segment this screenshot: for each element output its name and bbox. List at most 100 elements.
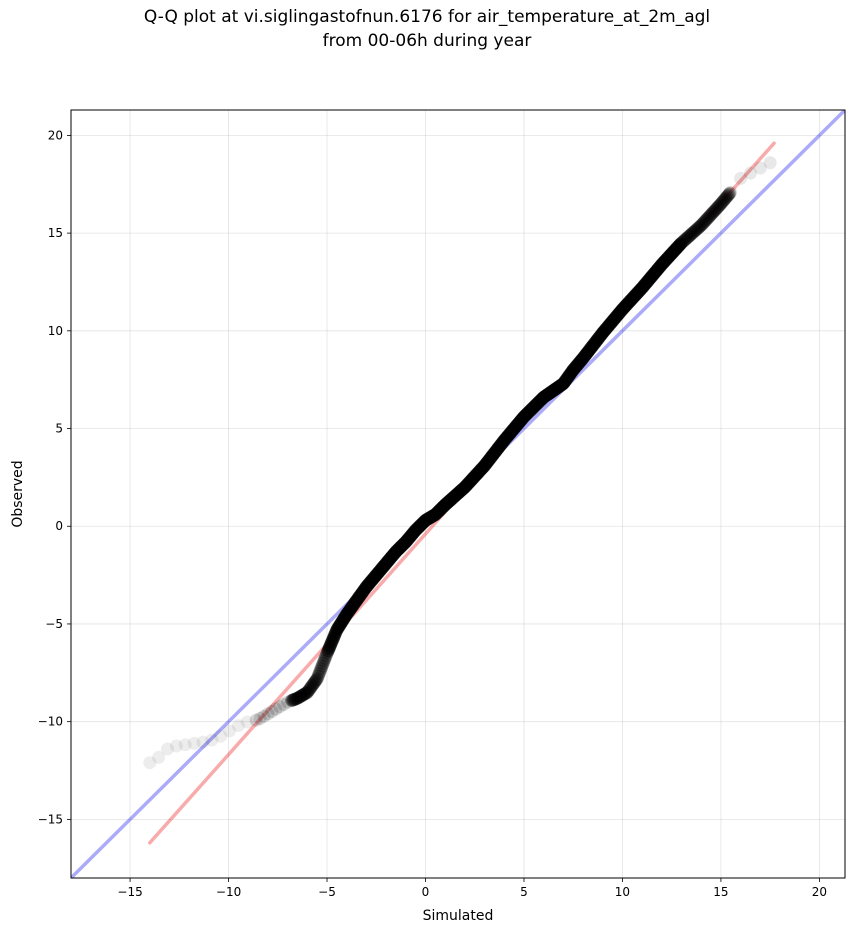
quantile-point xyxy=(697,215,711,229)
x-tick-label: 0 xyxy=(422,885,430,899)
quantile-point xyxy=(723,186,737,200)
quantile-point xyxy=(743,166,757,180)
quantile-point xyxy=(231,719,245,733)
quantile-point xyxy=(687,224,701,238)
quantile-point xyxy=(205,733,219,747)
x-tick-label: 15 xyxy=(713,885,728,899)
quantile-point xyxy=(713,198,727,212)
quantile-point xyxy=(306,677,320,691)
x-tick-label: −5 xyxy=(318,885,336,899)
quantile-point xyxy=(674,237,688,251)
quantile-point xyxy=(301,684,315,698)
quantile-point xyxy=(305,679,319,693)
quantile-point xyxy=(711,200,725,214)
quantile-point xyxy=(695,217,709,231)
x-tick-label: 5 xyxy=(520,885,528,899)
quantile-point xyxy=(169,739,183,753)
quantile-point xyxy=(714,197,728,211)
quantile-point xyxy=(704,208,718,222)
quantile-point xyxy=(308,674,322,688)
quantile-point xyxy=(253,712,267,726)
quantile-point xyxy=(715,196,729,210)
quantile-point xyxy=(297,687,311,701)
x-tick-label: −10 xyxy=(216,885,241,899)
quantile-point xyxy=(693,219,707,233)
quantile-point xyxy=(703,209,717,223)
quantile-point xyxy=(682,229,696,243)
quantile-point xyxy=(309,673,323,687)
quantile-point xyxy=(298,687,312,701)
quantile-point xyxy=(684,227,698,241)
y-tick-label: 20 xyxy=(48,128,63,142)
quantile-point xyxy=(196,735,210,749)
quantile-point xyxy=(718,192,732,206)
quantile-point xyxy=(681,230,695,244)
quantile-point xyxy=(763,156,777,170)
quantile-point xyxy=(300,685,314,699)
y-tick-label: −5 xyxy=(45,617,63,631)
quantile-point xyxy=(702,210,716,224)
quantile-point xyxy=(677,234,691,248)
quantile-point xyxy=(712,199,726,213)
y-tick-label: 15 xyxy=(48,226,63,240)
quantile-point xyxy=(261,707,275,721)
quantile-point xyxy=(287,693,301,707)
quantile-point xyxy=(161,742,175,756)
quantile-point xyxy=(708,203,722,217)
plot-frame xyxy=(70,109,846,879)
quantile-point xyxy=(680,231,694,245)
quantile-point xyxy=(700,212,714,226)
y-tick-label: −10 xyxy=(38,715,63,729)
quantile-point xyxy=(677,233,691,247)
quantile-point xyxy=(699,213,713,227)
quantile-point xyxy=(679,231,693,245)
quantile-point xyxy=(294,689,308,703)
quantile-point xyxy=(316,656,330,670)
x-tick-label: −15 xyxy=(117,885,142,899)
quantile-point xyxy=(299,686,313,700)
quantile-point xyxy=(317,654,331,668)
axis-ticks: −15 −10 −5 0 5 10 15 20 −15 −10 −5 0 5 10 15 20 xyxy=(38,128,827,899)
quantile-point xyxy=(692,220,706,234)
quantile-point xyxy=(313,664,327,678)
quantile-point xyxy=(292,690,306,704)
quantile-point xyxy=(257,709,271,723)
quantile-point xyxy=(753,161,767,175)
quantile-point xyxy=(719,191,733,205)
quantile-point xyxy=(676,235,690,249)
y-tick-label: 5 xyxy=(55,422,63,436)
y-tick-label: 0 xyxy=(55,519,63,533)
quantile-point xyxy=(310,672,324,686)
quantile-point xyxy=(304,680,318,694)
quantile-point xyxy=(691,221,705,235)
quantile-point xyxy=(314,662,328,676)
quantile-point xyxy=(717,193,731,207)
quantile-point xyxy=(302,683,316,697)
y-tick-label: −15 xyxy=(38,812,63,826)
quantile-point xyxy=(685,226,699,240)
quantile-point xyxy=(290,691,304,705)
quantile-point xyxy=(688,224,702,238)
quantile-point xyxy=(269,702,283,716)
quantile-point xyxy=(686,225,700,239)
quantile-point xyxy=(296,688,310,702)
quantile-point xyxy=(724,185,738,199)
quantile-point xyxy=(307,676,321,690)
x-tick-label: 10 xyxy=(615,885,630,899)
quantile-point xyxy=(694,218,708,232)
quantile-point xyxy=(716,194,730,208)
quantile-point xyxy=(683,228,697,242)
quantile-point xyxy=(285,694,299,708)
quantile-point xyxy=(722,187,736,201)
quantile-point xyxy=(315,659,329,673)
quantile-point xyxy=(689,223,703,237)
quantile-point xyxy=(187,736,201,750)
quantile-point xyxy=(698,214,712,228)
quantile-point xyxy=(293,689,307,703)
quantile-point xyxy=(705,206,719,220)
quantile-point xyxy=(690,222,704,236)
x-axis-label: Simulated xyxy=(423,908,494,924)
quantile-point xyxy=(290,692,304,706)
quantile-point xyxy=(706,205,720,219)
quantile-point xyxy=(214,729,228,743)
